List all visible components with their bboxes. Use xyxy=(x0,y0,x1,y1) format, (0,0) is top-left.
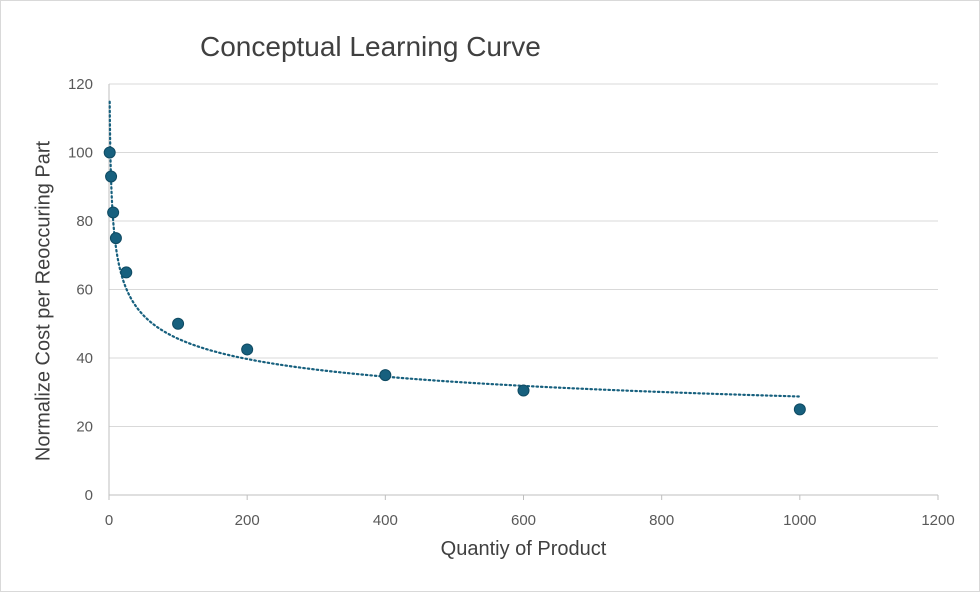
data-point xyxy=(105,170,118,183)
data-point xyxy=(120,266,133,279)
data-point xyxy=(109,232,122,245)
chart-title: Conceptual Learning Curve xyxy=(200,31,541,62)
trendline xyxy=(108,100,801,398)
y-axis-title: Normalize Cost per Reoccuring Part xyxy=(32,140,55,462)
gridlines xyxy=(109,83,938,427)
data-points xyxy=(103,146,806,416)
x-tick-label: 800 xyxy=(649,512,674,529)
y-tick-label: 80 xyxy=(76,213,93,230)
data-point xyxy=(172,317,185,330)
x-tick-label: 0 xyxy=(105,512,113,529)
x-axis-title: Quantiy of Product xyxy=(440,538,607,560)
y-tick-label: 0 xyxy=(85,487,93,504)
axes xyxy=(108,84,939,500)
trendline-path xyxy=(108,100,801,398)
x-tick-label: 1000 xyxy=(783,512,816,529)
y-tick-label: 100 xyxy=(68,145,93,162)
x-tick-label: 400 xyxy=(373,512,398,529)
data-point xyxy=(517,384,530,397)
y-tick-label: 20 xyxy=(76,419,93,436)
data-point xyxy=(103,146,116,159)
y-tick-label: 120 xyxy=(68,76,93,93)
data-point xyxy=(379,369,392,382)
y-tick-label: 60 xyxy=(76,282,93,299)
data-point xyxy=(107,206,120,219)
x-tick-label: 600 xyxy=(511,512,536,529)
y-tick-label: 40 xyxy=(76,350,93,367)
data-point xyxy=(793,403,806,416)
x-tick-label: 1200 xyxy=(921,512,954,529)
x-tick-label: 200 xyxy=(235,512,260,529)
data-point xyxy=(241,343,254,356)
